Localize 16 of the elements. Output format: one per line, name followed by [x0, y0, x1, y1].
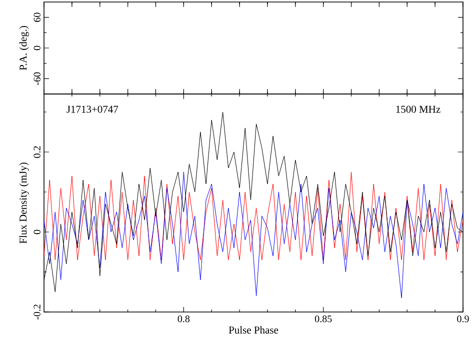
y-axis-title: P.A. (deg.) — [19, 26, 29, 70]
y-tick-label: 0 — [34, 230, 40, 234]
y-tick-label: -60 — [34, 72, 40, 85]
x-tick-label: 0.9 — [457, 316, 469, 322]
x-tick-label: 0.85 — [314, 316, 332, 322]
y-axis-title: Flux Density (mJy) — [19, 162, 29, 244]
x-axis-title: Pulse Phase — [228, 326, 278, 334]
x-tick-label: 0.8 — [178, 316, 190, 322]
line-series — [44, 172, 463, 298]
line-series — [44, 172, 463, 260]
y-tick-label: -0.2 — [34, 304, 40, 320]
annotation: 1500 MHz — [396, 106, 440, 113]
y-tick-label: 60 — [34, 12, 40, 22]
y-tick-label: 0 — [34, 46, 40, 50]
annotation: J1713+0747 — [66, 106, 118, 113]
y-tick-label: 0.2 — [34, 146, 40, 158]
